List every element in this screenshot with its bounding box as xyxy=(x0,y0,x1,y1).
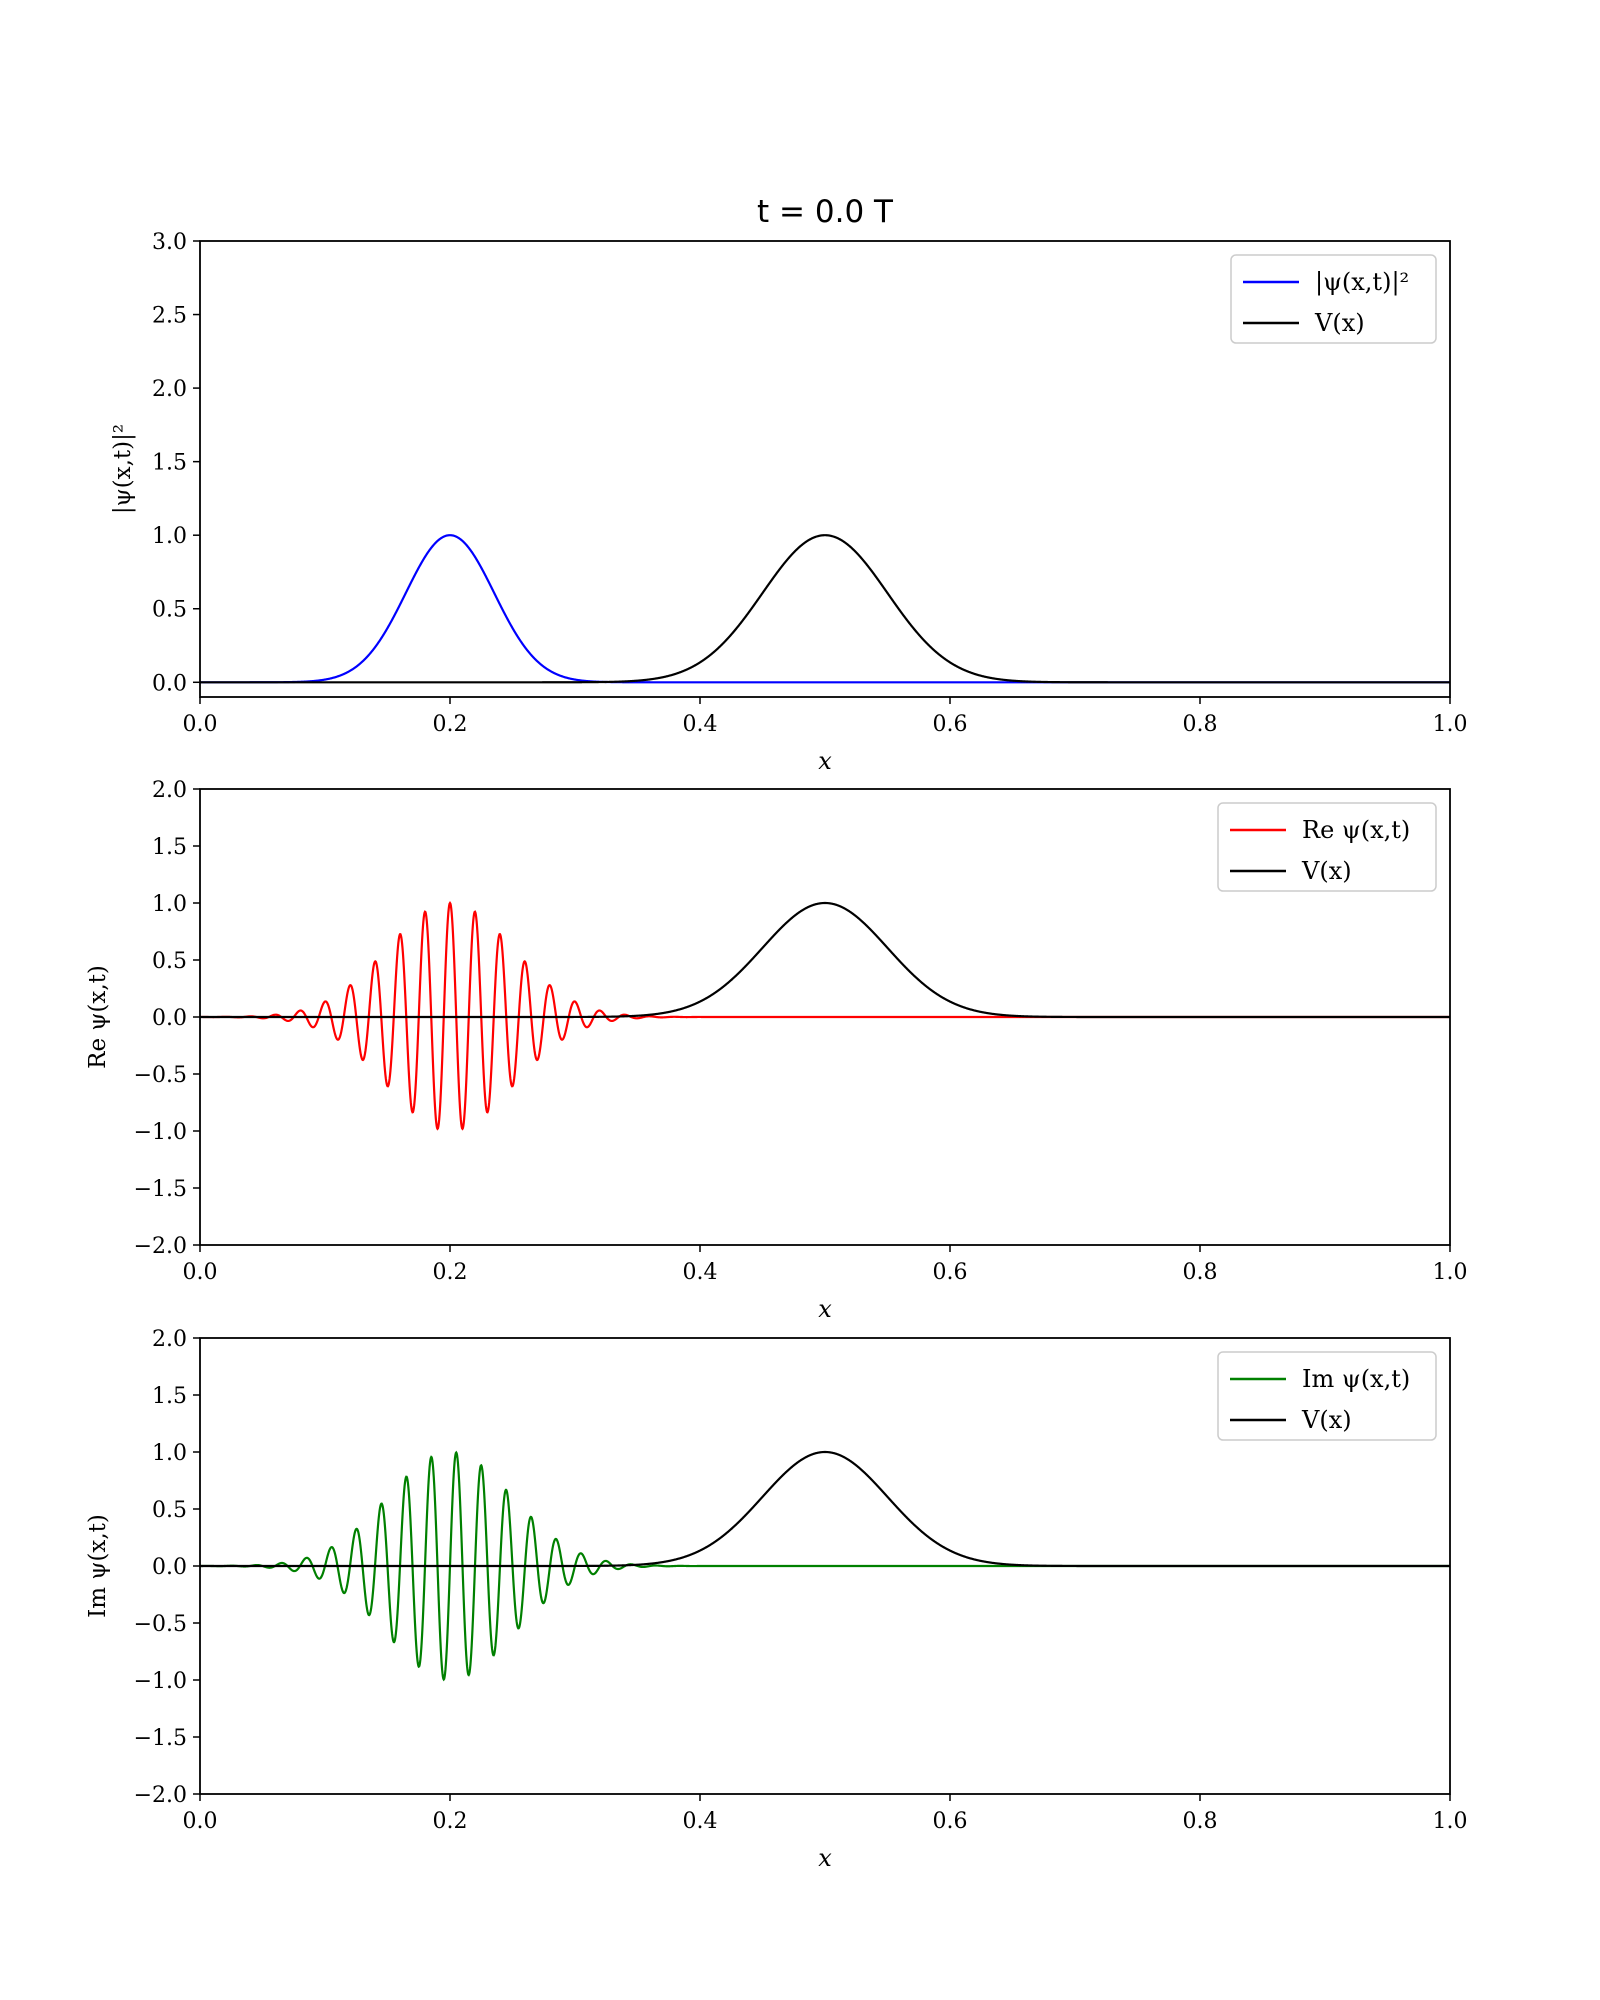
y-tick-label: 2.0 xyxy=(152,778,187,803)
x-tick-label: 1.0 xyxy=(1433,712,1468,737)
figure-title: t = 0.0 T xyxy=(757,194,894,230)
plot-area xyxy=(200,1450,1450,1682)
y-tick-label: −1.0 xyxy=(134,1669,187,1694)
x-tick-label: 0.2 xyxy=(433,712,468,737)
y-tick-label: −1.5 xyxy=(134,1177,187,1202)
y-tick-label: 2.0 xyxy=(152,377,187,402)
legend-label: Im ψ(x,t) xyxy=(1302,1365,1410,1393)
panel-3: 0.0 0.2 0.4 0.6 0.8 1.0 −2.0 −1.5 −1.0 −0.5 0.0 0.5… xyxy=(85,1327,1468,1872)
x-axis-label: x xyxy=(818,1844,832,1872)
x-tick-label: 0.8 xyxy=(1183,1260,1218,1285)
y-tick-label: 1.0 xyxy=(152,892,187,917)
legend-label: V(x) xyxy=(1301,857,1352,885)
y-tick-label: 0.5 xyxy=(152,1498,187,1523)
y-tick-label: 1.5 xyxy=(152,1384,187,1409)
y-tick-label: −2.0 xyxy=(134,1783,187,1808)
x-axis-label: x xyxy=(818,1295,832,1323)
panel-1: 0.0 0.2 0.4 0.6 0.8 1.0 0.0 0.5 1.0 1.5 2.0 2.5 3.0 x… xyxy=(110,230,1468,775)
y-tick-label: 2.5 xyxy=(152,304,187,329)
panels: 0.0 0.2 0.4 0.6 0.8 1.0 0.0 0.5 1.0 1.5 2.0 2.5 3.0 x… xyxy=(85,230,1468,1872)
legend-label: V(x) xyxy=(1301,1406,1352,1434)
legend-box xyxy=(1230,254,1437,344)
y-axis-label: Re ψ(x,t) xyxy=(85,965,111,1069)
x-axis-label: x xyxy=(818,747,832,775)
x-tick-label: 0.6 xyxy=(933,712,968,737)
x-tick-label: 0.0 xyxy=(183,1260,218,1285)
x-tick-label: 0.2 xyxy=(433,1260,468,1285)
series-line-potential xyxy=(200,534,1450,684)
y-tick-label: 3.0 xyxy=(152,230,187,255)
y-tick-label: 1.0 xyxy=(152,1441,187,1466)
legend: Re ψ(x,t) V(x) xyxy=(1217,802,1437,892)
y-tick-label: −1.0 xyxy=(134,1120,187,1145)
legend-label: Re ψ(x,t) xyxy=(1302,816,1410,844)
x-tick-label: 1.0 xyxy=(1433,1809,1468,1834)
y-tick-label: −1.5 xyxy=(134,1726,187,1751)
series-line-potential xyxy=(200,1450,1450,1568)
x-tick-label: 0.4 xyxy=(683,1260,718,1285)
x-tick-label: 0.0 xyxy=(183,1809,218,1834)
y-tick-label: −0.5 xyxy=(134,1063,187,1088)
legend-label: |ψ(x,t)|² xyxy=(1315,268,1409,297)
y-tick-label: 0.0 xyxy=(152,1555,187,1580)
y-tick-label: 1.5 xyxy=(152,835,187,860)
y-tick-label: 0.5 xyxy=(152,598,187,623)
legend-label: V(x) xyxy=(1314,309,1365,337)
x-tick-label: 1.0 xyxy=(1433,1260,1468,1285)
legend-box xyxy=(1217,802,1437,892)
y-axis-label: |ψ(x,t)|² xyxy=(110,424,136,514)
y-tick-label: −0.5 xyxy=(134,1612,187,1637)
x-tick-label: 0.0 xyxy=(183,712,218,737)
y-tick-label: 2.0 xyxy=(152,1327,187,1352)
x-tick-label: 0.6 xyxy=(933,1809,968,1834)
plot-area xyxy=(200,901,1450,1131)
axes-frame xyxy=(199,240,1451,698)
y-tick-label: 0.0 xyxy=(152,1006,187,1031)
series-line-potential xyxy=(200,901,1450,1019)
x-tick-label: 0.4 xyxy=(683,712,718,737)
x-tick-label: 0.2 xyxy=(433,1809,468,1834)
y-tick-label: 1.5 xyxy=(152,451,187,476)
y-tick-label: 1.0 xyxy=(152,524,187,549)
y-tick-label: 0.5 xyxy=(152,949,187,974)
y-axis-label: Im ψ(x,t) xyxy=(85,1514,111,1618)
y-tick-label: −2.0 xyxy=(134,1234,187,1259)
legend: |ψ(x,t)|² V(x) xyxy=(1230,254,1437,344)
panel-2: 0.0 0.2 0.4 0.6 0.8 1.0 −2.0 −1.5 −1.0 −0.5 0.0 0.5… xyxy=(85,778,1468,1323)
y-tick-label: 0.0 xyxy=(152,671,187,696)
x-tick-label: 0.8 xyxy=(1183,1809,1218,1834)
plot-area xyxy=(200,534,1450,684)
legend-box xyxy=(1217,1351,1437,1441)
legend: Im ψ(x,t) V(x) xyxy=(1217,1351,1437,1441)
x-tick-label: 0.8 xyxy=(1183,712,1218,737)
x-tick-label: 0.4 xyxy=(683,1809,718,1834)
x-tick-label: 0.6 xyxy=(933,1260,968,1285)
